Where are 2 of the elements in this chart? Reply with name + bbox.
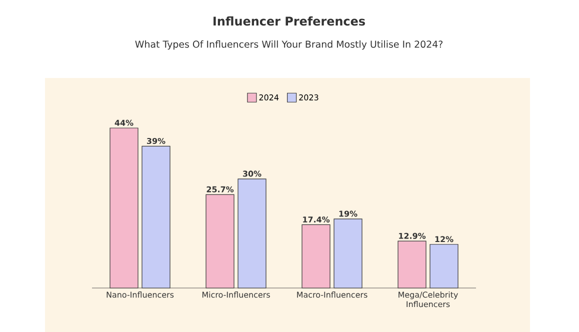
chart-title: Influencer Preferences xyxy=(214,16,365,26)
chart-subtitle: What Types Of Influencers Will Your Brand Mostly Utilise In 2024? xyxy=(135,40,442,50)
